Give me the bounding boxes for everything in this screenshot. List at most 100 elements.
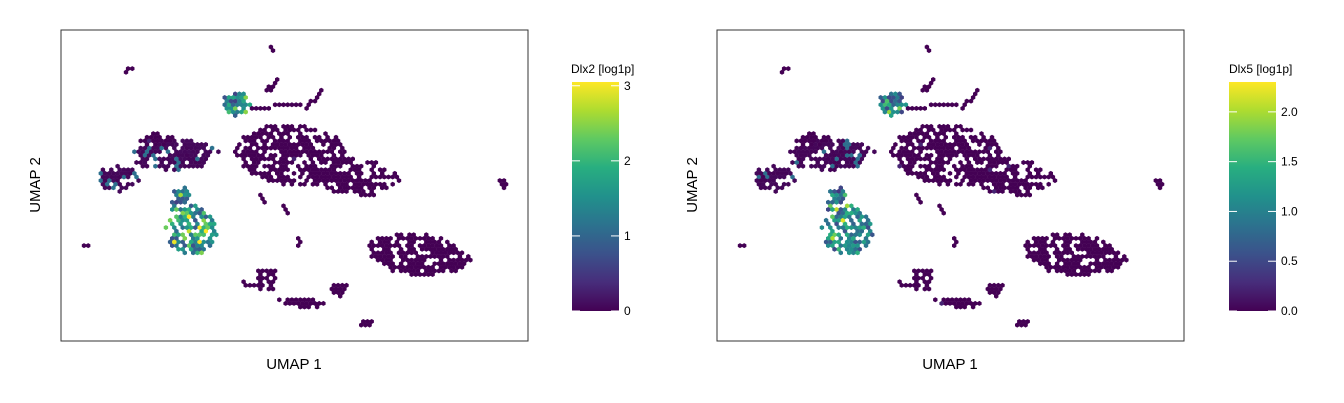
hexbin-cell [844, 152, 850, 158]
hexbin-cell [241, 91, 246, 97]
hexbin-cell [340, 282, 345, 288]
hexbin-cell [939, 149, 944, 155]
hexbin-cell [897, 156, 902, 162]
hexbin-cell [1044, 235, 1049, 241]
hexbin-cell [249, 142, 255, 147]
hexbin-cell [281, 145, 286, 151]
hexbin-cell [178, 156, 183, 162]
hexbin-cell [962, 167, 967, 173]
hexbin-cell [763, 170, 768, 176]
hexbin-cell [272, 145, 278, 151]
hexbin-cell [1046, 181, 1051, 187]
hexbin-cell [199, 163, 204, 169]
hexbin-cell [247, 138, 253, 144]
hexbin-cell [247, 145, 253, 151]
hexbin-cell [306, 102, 311, 108]
hexbin-cell [268, 282, 274, 288]
hexbin-cell [188, 145, 194, 151]
hexbin-cell [1052, 243, 1058, 249]
hexbin-cell [100, 174, 106, 180]
hexbin-cell [302, 297, 307, 303]
hexbin-cell [1029, 160, 1035, 165]
hexbin-cell [235, 152, 240, 158]
hexbin-cell [996, 145, 1001, 151]
hexbin-cell [975, 167, 980, 173]
hexbin-cell [170, 134, 175, 140]
hexbin-cell [1025, 181, 1030, 187]
hexbin-cell [447, 257, 452, 263]
hexbin-cell [794, 160, 799, 165]
hexbin-cell [922, 286, 927, 292]
hexbin-cell [1092, 246, 1098, 252]
hexbin-cell [811, 131, 816, 137]
hexbin-cell [392, 170, 397, 176]
hexbin-cell [186, 214, 192, 220]
hexbin-cell [411, 239, 416, 245]
hexbin-cell [1082, 243, 1087, 249]
hexbin-cell [142, 160, 148, 165]
hexbin-cell [151, 131, 156, 137]
hexbin-cell [201, 239, 206, 245]
hexbin-cell [239, 109, 244, 115]
hexbin-cell [277, 102, 282, 108]
hexbin-cell [285, 145, 290, 151]
hexbin-cell [916, 138, 921, 144]
hexbin-cell [1027, 243, 1032, 249]
hexbin-cell [287, 178, 292, 184]
hexbin-cell [886, 102, 892, 108]
hexbin-cell [1040, 243, 1045, 249]
hexbin-cell [779, 170, 785, 176]
hexbin-cell [247, 167, 253, 173]
hexbin-cell [308, 127, 313, 133]
hexbin-cell [924, 282, 930, 288]
hexbin-cell [180, 225, 185, 231]
hexbin-cell [203, 156, 208, 162]
hexbin-cell [1096, 254, 1102, 259]
hexbin-cell [304, 134, 309, 140]
hexbin-cell [991, 188, 997, 194]
hexbin-cell [924, 145, 930, 151]
hexbin-cell [1008, 167, 1014, 173]
hexbin-cell [205, 152, 211, 158]
hexbin-cell [281, 138, 286, 144]
hexbin-cell [163, 138, 169, 144]
hexbin-cell [851, 149, 856, 155]
hexbin-cell [914, 192, 919, 198]
hexbin-cell [191, 250, 196, 256]
hexbin-cell [380, 235, 385, 241]
hexbin-cell [302, 145, 307, 151]
hexbin-cell [796, 163, 801, 169]
colorbar-tick-label: 2 [624, 154, 631, 168]
hexbin-cell [849, 232, 854, 238]
hexbin-cell [1057, 264, 1062, 270]
hexbin-cell [413, 235, 418, 241]
hexbin-cell [931, 127, 936, 133]
hexbin-cell [130, 181, 135, 187]
hexbin-cell [901, 163, 906, 169]
hexbin-cell [222, 102, 227, 108]
hexbin-cell [272, 275, 278, 281]
hexbin-cell [413, 250, 418, 256]
hexbin-cell [975, 174, 980, 180]
hexbin-cell [1107, 243, 1112, 249]
hexbin-cell [468, 257, 473, 263]
hexbin-cell [1061, 250, 1066, 256]
hexbin-cell [954, 181, 959, 187]
hexbin-cell [914, 170, 919, 176]
hexbin-cell [264, 123, 269, 129]
hexbin-cell [838, 250, 843, 256]
hexbin-cell [933, 131, 938, 137]
hexbin-cell [1038, 246, 1043, 252]
hexbin-cell [237, 91, 242, 97]
hexbin-cell [377, 167, 383, 173]
hexbin-cell [905, 134, 911, 140]
hexbin-cell [191, 163, 196, 169]
hexbin-cell [285, 102, 290, 108]
hexbin-cell [863, 214, 869, 220]
hexbin-cell [1010, 178, 1016, 184]
hexbin-cell [1063, 268, 1068, 274]
hexbin-cell [769, 174, 774, 180]
hexbin-cell [928, 138, 934, 144]
hexbin-cell [325, 156, 330, 162]
hexbin-cell [937, 123, 942, 129]
